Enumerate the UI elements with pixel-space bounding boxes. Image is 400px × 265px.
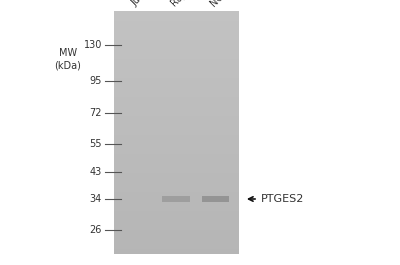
Bar xyxy=(162,196,190,202)
Text: 26: 26 xyxy=(90,225,102,235)
Text: NCI-H929: NCI-H929 xyxy=(209,0,248,8)
Text: 130: 130 xyxy=(84,40,102,50)
Text: Raji: Raji xyxy=(169,0,189,8)
Text: MW
(kDa): MW (kDa) xyxy=(54,48,82,70)
Text: 95: 95 xyxy=(90,76,102,86)
Text: 43: 43 xyxy=(90,167,102,177)
Text: Jurkat: Jurkat xyxy=(129,0,156,8)
Text: 34: 34 xyxy=(90,194,102,204)
Bar xyxy=(202,196,229,202)
Text: 55: 55 xyxy=(90,139,102,149)
Text: 72: 72 xyxy=(90,108,102,118)
Text: PTGES2: PTGES2 xyxy=(261,194,304,204)
